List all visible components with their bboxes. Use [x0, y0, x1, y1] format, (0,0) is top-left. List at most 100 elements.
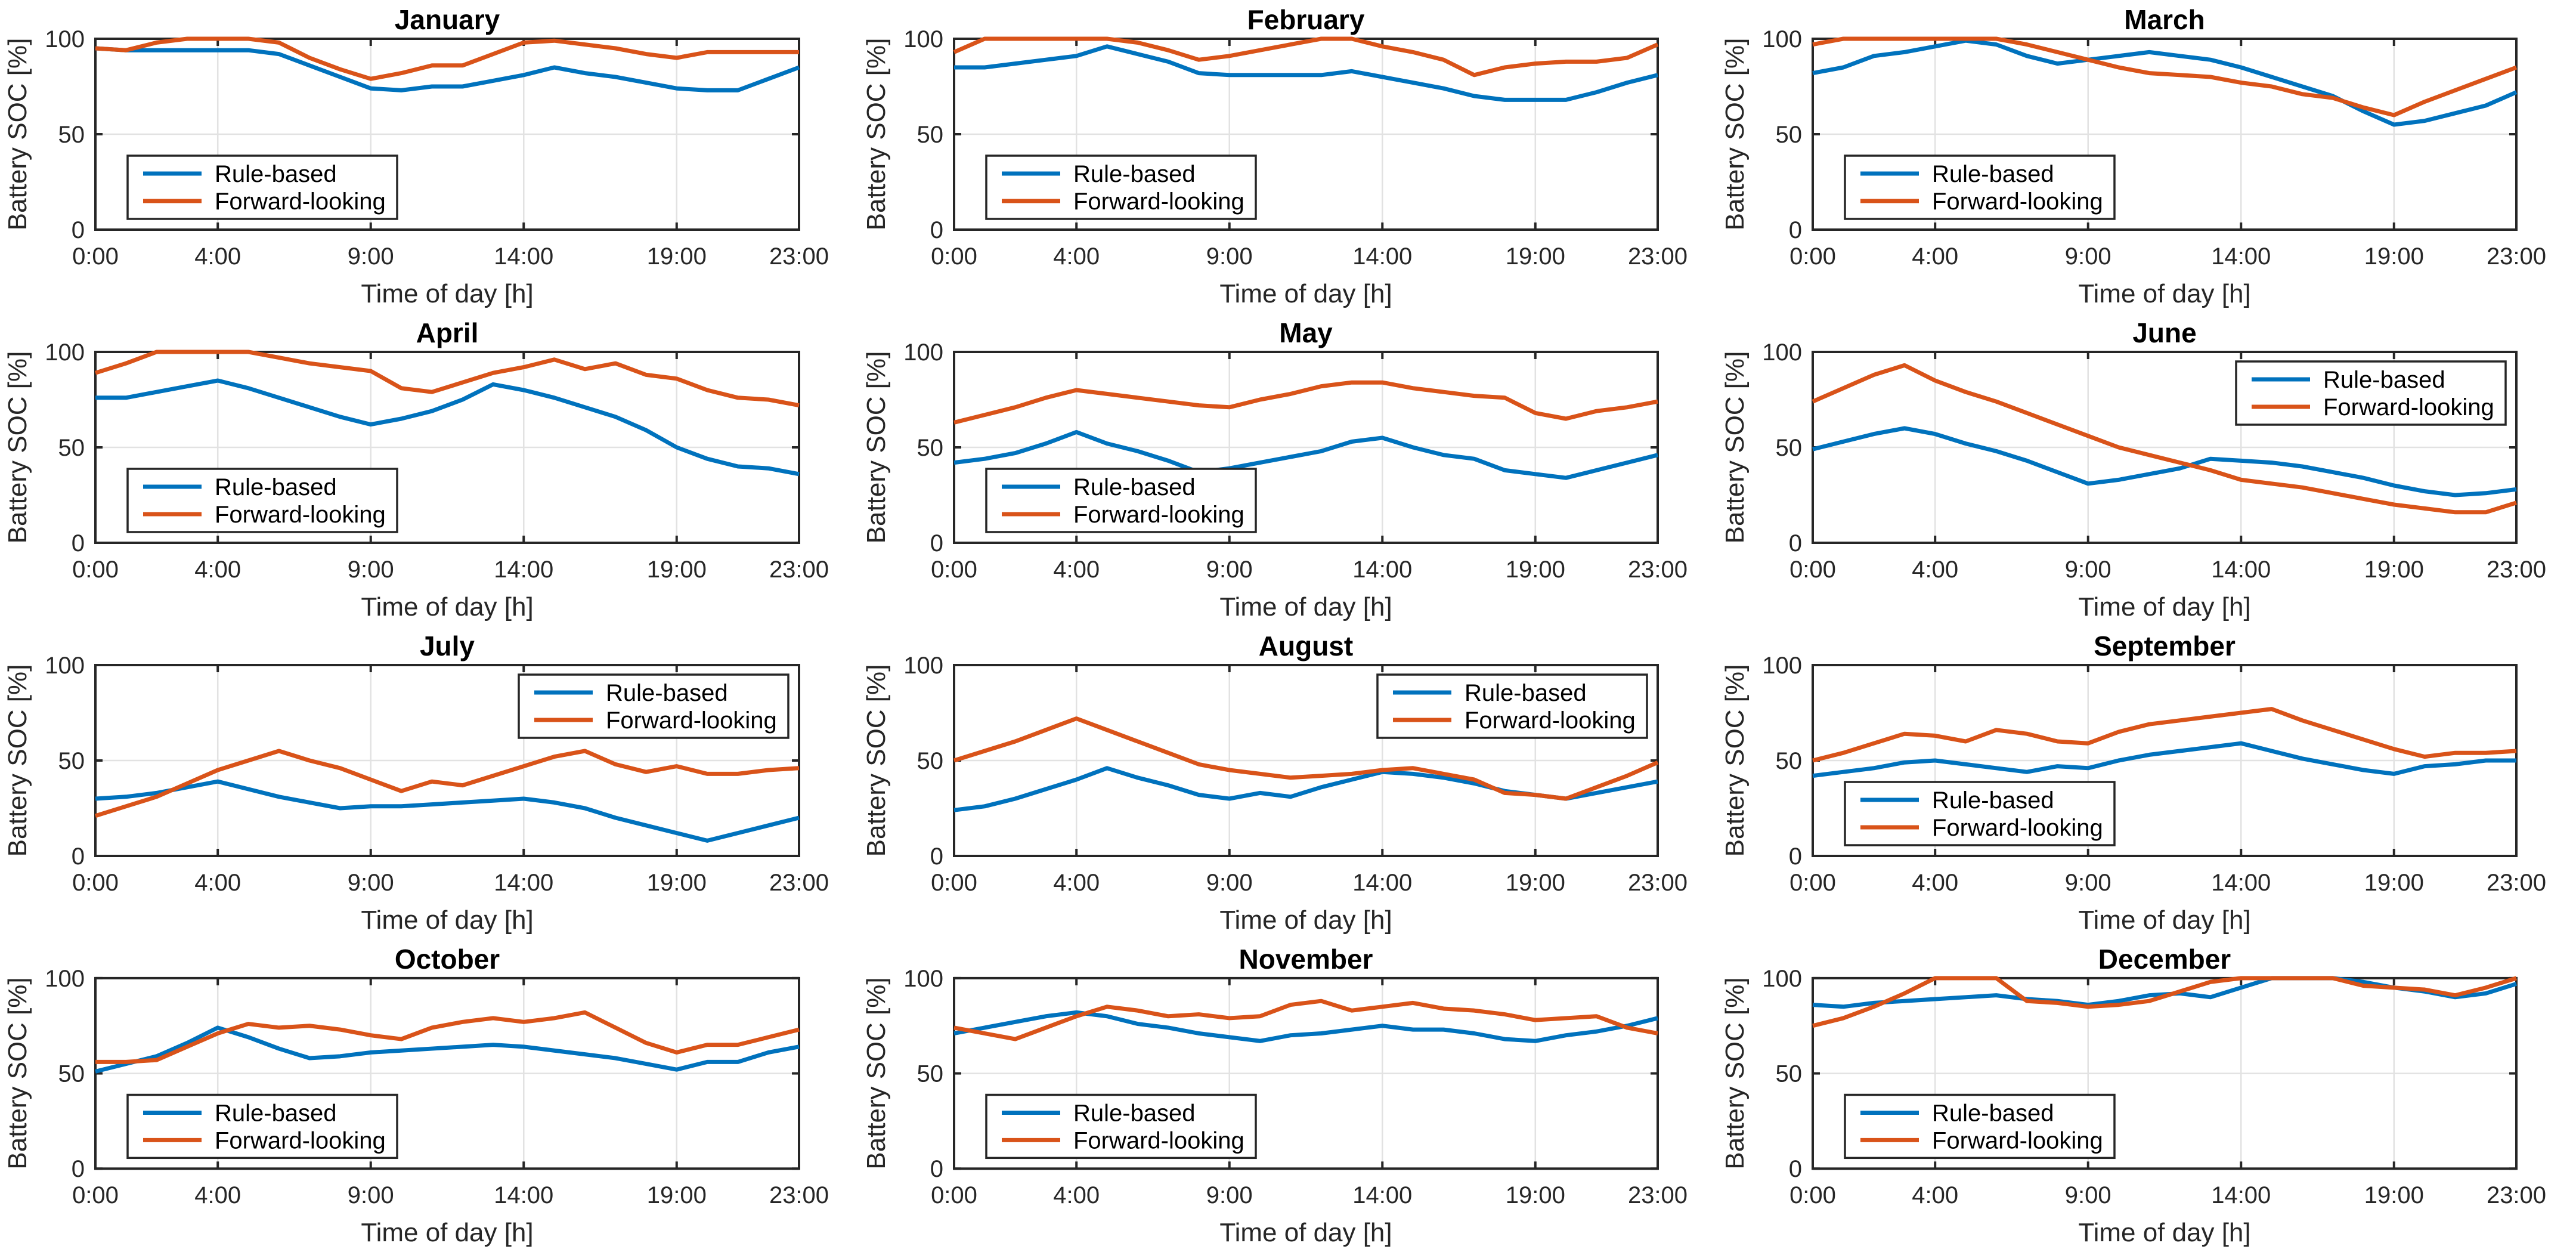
y-tick-label: 50 [1776, 122, 1803, 148]
y-tick-label: 50 [917, 122, 944, 148]
y-tick-label: 50 [58, 435, 85, 461]
x-tick-label: 23:00 [2487, 557, 2546, 583]
x-tick-label: 14:00 [494, 1182, 553, 1208]
legend-label: Forward-looking [215, 502, 386, 528]
legend-box [518, 673, 789, 739]
chart-canvas: 0:00 4:00 9:00 14:00 19:00 23:00 0 50 100 January… [0, 0, 859, 313]
y-tick-labels: 0 50 100 [1762, 966, 1802, 1182]
x-tick-label: 4:00 [194, 870, 241, 896]
x-tick-label: 4:00 [1912, 243, 1958, 270]
x-tick-label: 0:00 [1789, 243, 1836, 270]
x-tick-label: 4:00 [194, 1182, 241, 1208]
y-tick-label: 50 [58, 122, 85, 148]
x-tick-label: 14:00 [1352, 1182, 1412, 1208]
y-tick-label: 0 [930, 217, 943, 243]
y-tick-label: 50 [58, 748, 85, 774]
x-tick-label: 9:00 [348, 557, 394, 583]
legend-box [985, 154, 1257, 220]
x-tick-label: 23:00 [769, 557, 829, 583]
x-tick-label: 9:00 [2065, 870, 2111, 896]
tick-marks [94, 976, 800, 1170]
subplot-march: 0:00 4:00 9:00 14:00 19:00 23:00 0 50 100 March Ti… [1717, 0, 2576, 313]
tick-marks [94, 351, 800, 544]
chart-canvas: 0:00 4:00 9:00 14:00 19:00 23:00 0 50 100 March Ti… [1717, 0, 2576, 313]
y-tick-labels: 0 50 100 [45, 339, 85, 557]
x-tick-label: 9:00 [348, 1182, 394, 1208]
y-tick-labels: 0 50 100 [45, 653, 85, 870]
x-tick-labels: 0:00 4:00 9:00 14:00 19:00 23:00 [72, 243, 829, 270]
x-tick-label: 14:00 [2211, 557, 2271, 583]
chart-title: April [416, 317, 479, 348]
chart-title: August [1259, 630, 1353, 661]
subplot-august: 0:00 4:00 9:00 14:00 19:00 23:00 0 50 100 August T… [859, 626, 1717, 939]
legend-label: Forward-looking [2323, 394, 2494, 421]
x-axis-label: Time of day [h] [2078, 592, 2250, 622]
x-tick-label: 14:00 [1352, 557, 1412, 583]
subplot-may: 0:00 4:00 9:00 14:00 19:00 23:00 0 50 100 May Time… [859, 313, 1717, 626]
chart-canvas: 0:00 4:00 9:00 14:00 19:00 23:00 0 50 100 August T… [859, 626, 1717, 939]
legend-box [1376, 673, 1648, 739]
series-line-forward-looking [953, 998, 1658, 1041]
y-tick-label: 100 [1762, 26, 1802, 52]
series-line-rule-based [1812, 741, 2516, 778]
x-tick-label: 19:00 [1506, 243, 1565, 270]
y-tick-label: 100 [45, 339, 85, 366]
x-tick-label: 19:00 [2364, 870, 2424, 896]
y-tick-label: 0 [930, 843, 943, 870]
subplot-november: 0:00 4:00 9:00 14:00 19:00 23:00 0 50 100 Novembe… [859, 939, 1717, 1252]
legend-label: Forward-looking [1073, 502, 1244, 528]
x-tick-label: 9:00 [1206, 870, 1253, 896]
x-tick-label: 23:00 [1628, 243, 1688, 270]
tick-marks [1812, 664, 2518, 857]
legend-label: Forward-looking [1073, 188, 1244, 215]
legend-label: Rule-based [1932, 787, 2054, 814]
x-tick-labels: 0:00 4:00 9:00 14:00 19:00 23:00 [931, 557, 1688, 583]
x-tick-labels: 0:00 4:00 9:00 14:00 19:00 23:00 [931, 1182, 1688, 1208]
y-tick-label: 100 [45, 26, 85, 52]
tick-marks [1812, 38, 2518, 231]
y-tick-label: 0 [1789, 843, 1802, 870]
chart-title: June [2132, 317, 2196, 348]
x-tick-label: 0:00 [931, 870, 977, 896]
y-tick-label: 0 [72, 1156, 85, 1182]
y-tick-label: 100 [1762, 966, 1802, 992]
x-tick-label: 23:00 [2487, 1182, 2546, 1208]
x-tick-label: 0:00 [931, 1182, 977, 1208]
legend-box [1844, 781, 2116, 846]
legend-label: Forward-looking [606, 707, 777, 734]
x-tick-labels: 0:00 4:00 9:00 14:00 19:00 23:00 [931, 870, 1688, 896]
y-axis-label: Battery SOC [%] [1720, 351, 1750, 544]
legend-label: Rule-based [215, 1100, 337, 1126]
series-line-forward-looking [1812, 976, 2518, 1028]
chart-canvas: 0:00 4:00 9:00 14:00 19:00 23:00 0 50 100 June Tim… [1717, 313, 2576, 626]
series-line-rule-based [1812, 426, 2517, 497]
y-tick-label: 100 [45, 653, 85, 679]
x-tick-label: 19:00 [2364, 557, 2424, 583]
x-tick-label: 0:00 [72, 557, 119, 583]
x-axis-label: Time of day [h] [2078, 279, 2250, 308]
series-line-forward-looking [95, 1010, 800, 1064]
y-tick-label: 100 [903, 966, 943, 992]
subplot-february: 0:00 4:00 9:00 14:00 19:00 23:00 0 50 100 Februar… [859, 0, 1717, 313]
x-tick-label: 14:00 [1352, 243, 1412, 270]
chart-canvas: 0:00 4:00 9:00 14:00 19:00 23:00 0 50 100 May Time… [859, 313, 1717, 626]
series-line-forward-looking [953, 716, 1659, 801]
x-tick-label: 23:00 [1628, 1182, 1688, 1208]
y-tick-label: 50 [1776, 435, 1803, 461]
series-line-forward-looking [953, 36, 1659, 78]
x-tick-labels: 0:00 4:00 9:00 14:00 19:00 23:00 [72, 557, 829, 583]
y-axis-label: Battery SOC [%] [3, 664, 32, 857]
legend-box [985, 468, 1257, 533]
x-tick-label: 19:00 [647, 557, 707, 583]
x-tick-labels: 0:00 4:00 9:00 14:00 19:00 23:00 [1789, 870, 2546, 896]
x-tick-label: 9:00 [2065, 557, 2111, 583]
series-line-forward-looking [95, 36, 799, 81]
subplot-september: 0:00 4:00 9:00 14:00 19:00 23:00 0 50 100 Septemb… [1717, 626, 2576, 939]
x-tick-label: 23:00 [2487, 870, 2546, 896]
x-tick-label: 4:00 [1053, 243, 1100, 270]
